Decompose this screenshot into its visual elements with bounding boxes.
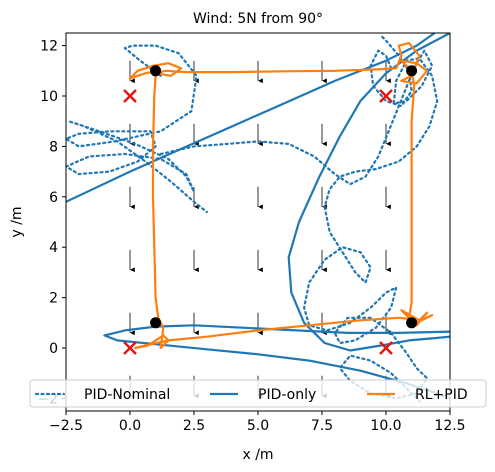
- x-tick-label: 0.0: [119, 418, 141, 434]
- x-tick-label: 10.0: [370, 418, 401, 434]
- x-axis-label: x /m: [242, 447, 273, 463]
- waypoint-x-stroke: [379, 341, 393, 355]
- x-tick-label: −2.5: [49, 418, 83, 434]
- waypoint-dot-marker: [150, 317, 162, 329]
- plot-area: [66, 33, 450, 405]
- waypoint-dot-marker: [150, 65, 162, 77]
- y-axis: −2024681012: [37, 39, 66, 407]
- waypoint-x-marker: [123, 89, 137, 103]
- series-line-pid-nominal: [159, 49, 439, 405]
- waypoint-x-stroke: [123, 341, 137, 355]
- y-tick-label: 8: [49, 139, 58, 155]
- x-tick-label: 7.5: [311, 418, 333, 434]
- y-tick-label: 6: [49, 190, 58, 206]
- legend: PID-Nominal PID-only RL+PID: [29, 379, 487, 408]
- waypoint-x-marker: [379, 341, 393, 355]
- series-line-pid-only: [66, 33, 436, 203]
- waypoint-x-marker: [123, 341, 137, 355]
- series-line-pid-only: [103, 324, 450, 400]
- series-line-pid-nominal: [66, 44, 208, 213]
- y-axis-label: y /m: [9, 206, 25, 237]
- legend-label: PID-Nominal: [84, 387, 170, 403]
- chart-title: Wind: 5N from 90°: [193, 11, 323, 27]
- series-line-rl-pid: [128, 42, 434, 350]
- x-axis: −2.5 0.0 2.5 5.0 7.5 10.0 12.5: [49, 411, 466, 434]
- waypoint-dot-marker: [406, 317, 418, 329]
- legend-box: [29, 379, 487, 408]
- x-tick-label: 2.5: [183, 418, 205, 434]
- y-tick-label: 4: [49, 240, 58, 256]
- waypoint-dot-marker: [406, 65, 418, 77]
- y-tick-label: 12: [40, 39, 58, 55]
- waypoint-x-stroke: [379, 89, 393, 103]
- x-tick-label: 12.5: [434, 418, 465, 434]
- legend-label: PID-only: [258, 387, 316, 403]
- waypoint-x-stroke: [123, 89, 137, 103]
- legend-label: RL+PID: [415, 387, 468, 403]
- series-line-pid-only: [287, 33, 450, 352]
- series-line-pid-nominal: [369, 34, 413, 108]
- x-tick-label: 5.0: [247, 418, 269, 434]
- waypoint-x-marker: [379, 89, 393, 103]
- y-tick-label: 2: [49, 291, 58, 307]
- y-tick-label: 0: [49, 341, 58, 357]
- y-tick-label: 10: [40, 89, 58, 105]
